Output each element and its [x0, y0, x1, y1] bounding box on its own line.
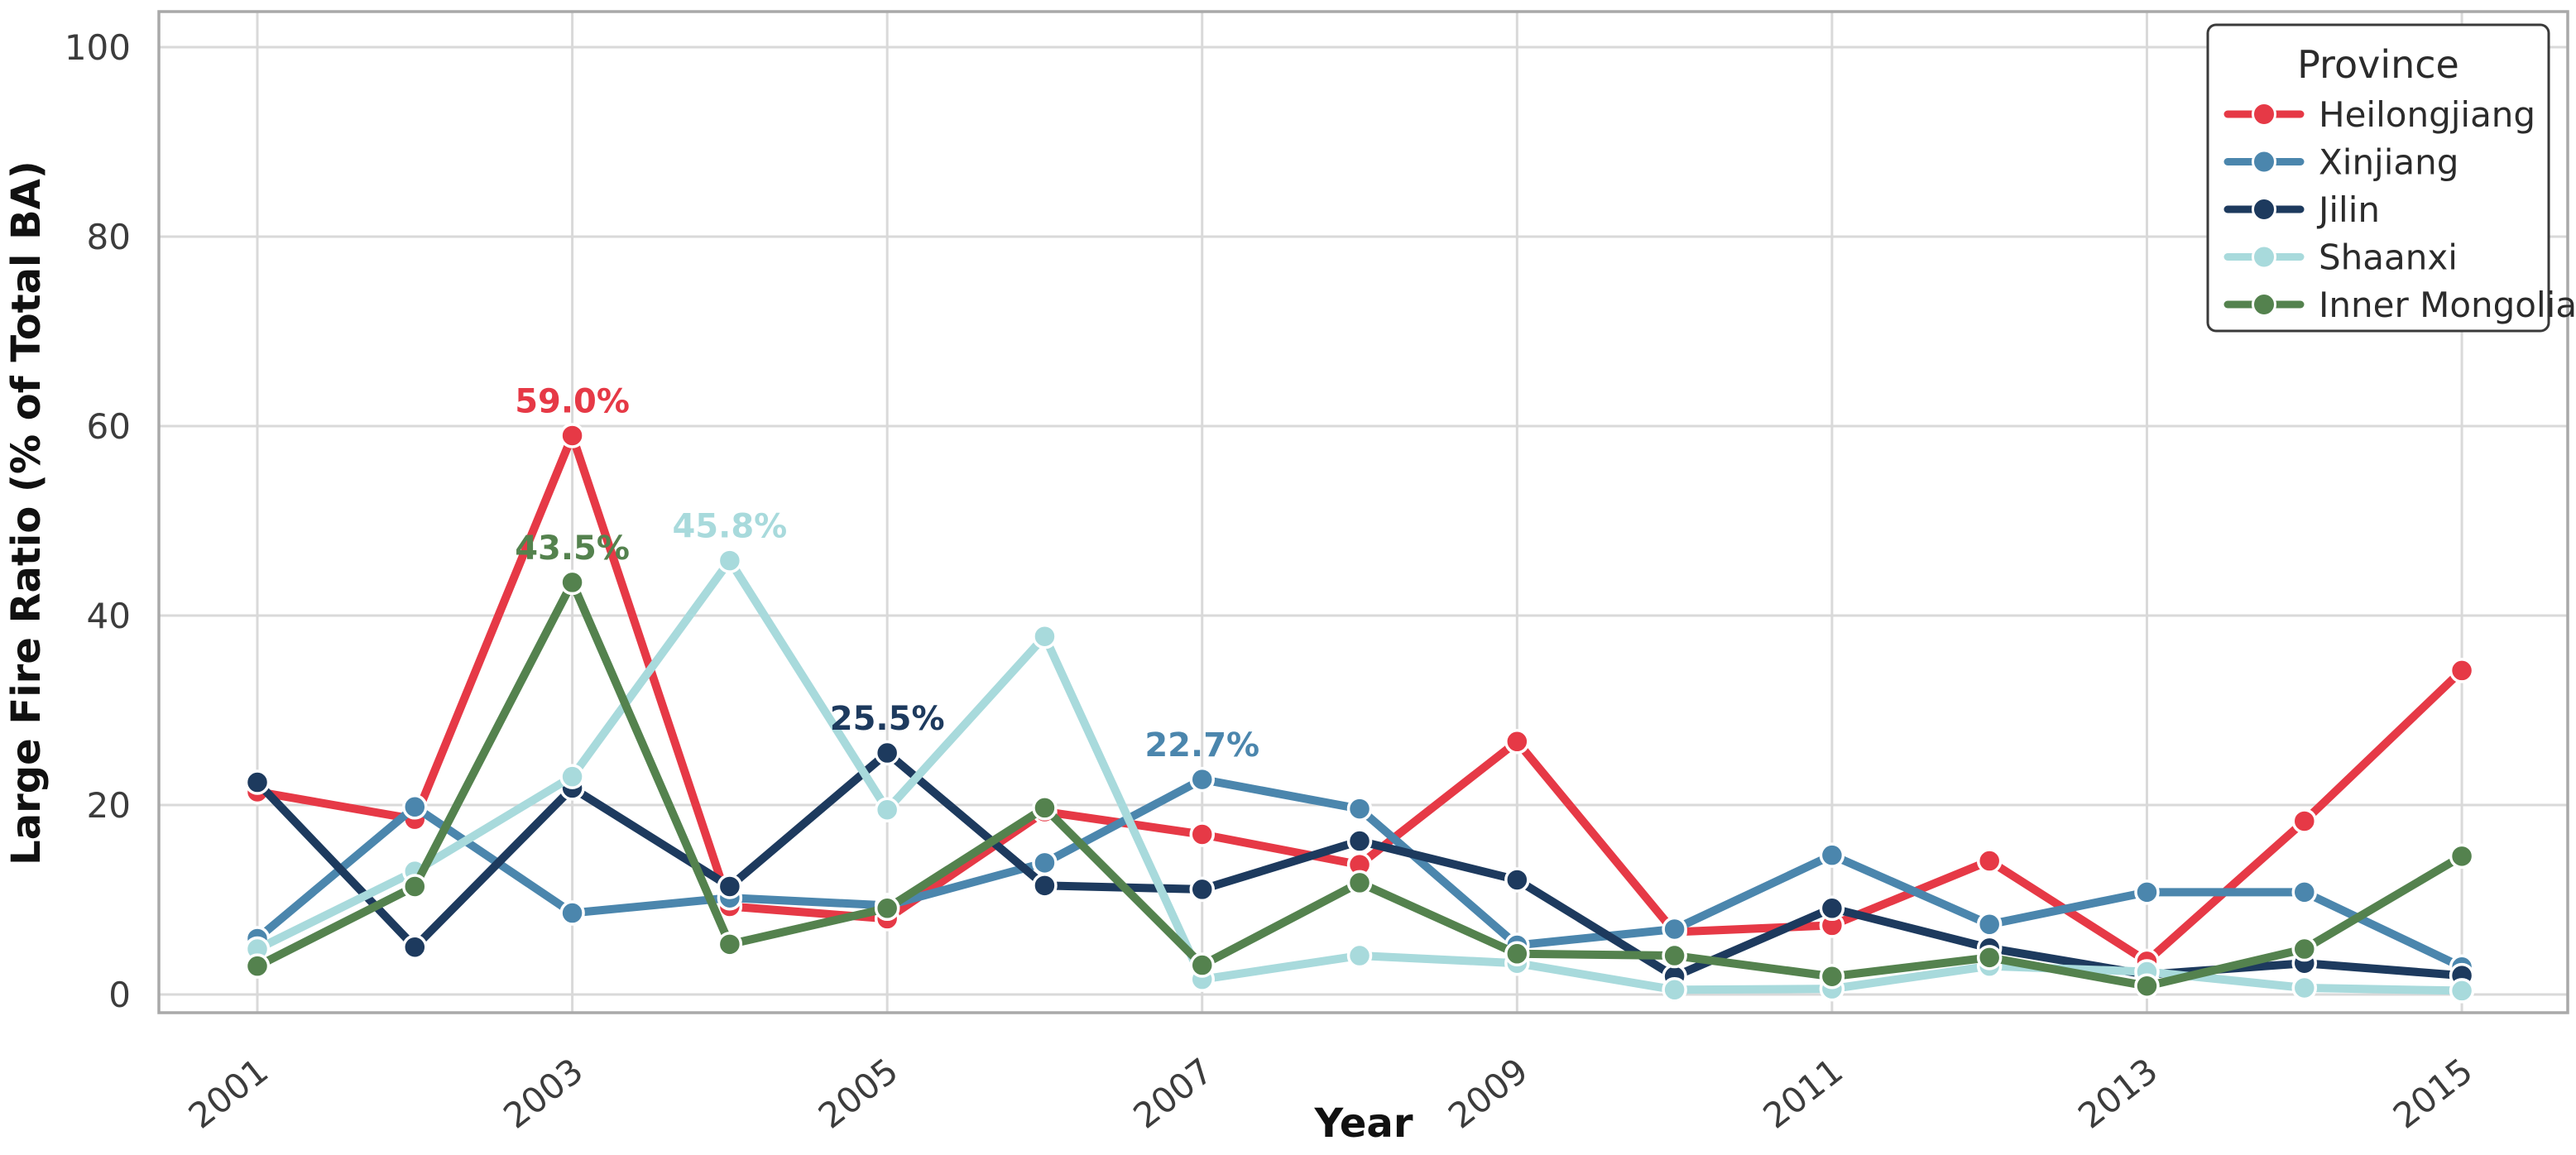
- annotation-label: 59.0%: [515, 382, 630, 420]
- legend-item-inner-mongolia: Inner Mongolia: [2223, 285, 2576, 325]
- legend-marker-dot: [2252, 292, 2276, 317]
- y-tick-label: 80: [87, 217, 131, 257]
- series-heilongjiang: [244, 423, 2475, 975]
- data-point-shaanxi-2015: [2449, 978, 2475, 1004]
- annotation-label: 43.5%: [515, 530, 630, 568]
- x-tick-label: 2015: [2386, 1050, 2480, 1136]
- data-point-shaanxi-2003: [559, 764, 585, 789]
- y-axis-title: Large Fire Ratio (% of Total BA): [3, 161, 50, 865]
- legend-marker-dot: [2252, 244, 2276, 270]
- data-point-jilin-2002: [402, 934, 428, 960]
- data-point-inner-mongolia-2012: [1976, 945, 2003, 970]
- legend-item-label: Inner Mongolia: [2319, 285, 2576, 325]
- data-point-inner-mongolia-2014: [2291, 936, 2318, 962]
- data-point-inner-mongolia-2002: [402, 874, 428, 899]
- legend-item-jilin: Jilin: [2223, 189, 2380, 230]
- data-point-inner-mongolia-2001: [244, 953, 271, 979]
- x-tick-label: 2003: [496, 1050, 590, 1136]
- x-tick-label: 2001: [181, 1050, 276, 1136]
- data-point-xinjiang-2013: [2134, 879, 2160, 905]
- legend-item-label: Heilongjiang: [2319, 94, 2535, 135]
- legend-marker-dot: [2252, 102, 2276, 127]
- data-point-xinjiang-2014: [2291, 879, 2318, 905]
- y-tick-label: 20: [87, 785, 131, 826]
- data-point-shaanxi-2008: [1346, 942, 1373, 969]
- data-point-shaanxi-2014: [2291, 975, 2318, 1001]
- data-point-jilin-2008: [1346, 828, 1373, 854]
- data-point-inner-mongolia-2006: [1032, 795, 1058, 821]
- data-point-jilin-2011: [1819, 895, 1845, 922]
- data-point-shaanxi-2010: [1662, 977, 1687, 1003]
- x-axis-title: Year: [1314, 1100, 1413, 1147]
- annotation-label: 22.7%: [1144, 726, 1259, 764]
- data-point-shaanxi-2004: [717, 548, 743, 573]
- annotation-label: 45.8%: [672, 508, 787, 546]
- data-point-xinjiang-2008: [1346, 796, 1373, 822]
- data-point-xinjiang-2002: [402, 794, 428, 820]
- data-point-xinjiang-2003: [559, 900, 585, 926]
- data-point-heilongjiang-2009: [1504, 729, 1530, 755]
- y-tick-label: 0: [108, 975, 131, 1015]
- legend-items: Heilongjiang Xinjiang Jilin Shaanxi Inner Mo…: [2223, 94, 2576, 325]
- data-point-heilongjiang-2015: [2449, 658, 2475, 683]
- data-point-jilin-2009: [1504, 867, 1530, 893]
- legend-title: Province: [2297, 42, 2459, 87]
- data-point-inner-mongolia-2004: [717, 932, 743, 957]
- data-point-inner-mongolia-2011: [1819, 963, 1845, 990]
- data-point-inner-mongolia-2015: [2449, 843, 2475, 870]
- y-tick-label: 100: [65, 27, 131, 68]
- x-tick-label: 2009: [1441, 1050, 1535, 1136]
- y-tick-label: 60: [87, 406, 131, 447]
- data-annotations: 59.0% 43.5% 45.8% 25.5% 22.7%: [515, 382, 1259, 764]
- data-point-jilin-2005: [874, 740, 900, 766]
- plot-border: [157, 10, 2569, 1014]
- data-point-shaanxi-2005: [874, 797, 900, 822]
- data-point-inner-mongolia-2013: [2134, 973, 2160, 999]
- legend-item-label: Shaanxi: [2319, 237, 2458, 278]
- data-point-jilin-2006: [1032, 873, 1058, 899]
- data-point-jilin-2007: [1189, 876, 1215, 903]
- data-point-inner-mongolia-2008: [1346, 870, 1373, 896]
- data-point-xinjiang-2007: [1189, 766, 1215, 793]
- legend-item-label: Jilin: [2316, 189, 2380, 230]
- data-point-inner-mongolia-2009: [1504, 941, 1530, 967]
- legend-marker-dot: [2252, 149, 2276, 175]
- data-point-shaanxi-2006: [1032, 623, 1058, 649]
- data-point-inner-mongolia-2003: [559, 569, 585, 596]
- legend: Province Heilongjiang Xinjiang Jilin Shaanx…: [2206, 23, 2576, 333]
- data-point-xinjiang-2012: [1976, 912, 2003, 937]
- x-tick-label: 2005: [811, 1050, 905, 1136]
- y-tick-label: 40: [87, 596, 131, 636]
- legend-item-xinjiang: Xinjiang: [2223, 142, 2458, 183]
- data-point-jilin-2001: [244, 769, 271, 795]
- series-inner-mongolia: [244, 569, 2475, 999]
- legend-marker-dot: [2252, 197, 2276, 222]
- data-point-inner-mongolia-2010: [1662, 942, 1687, 969]
- data-point-jilin-2004: [717, 874, 743, 899]
- x-tick-label: 2013: [2070, 1050, 2165, 1136]
- annotation-label: 25.5%: [830, 700, 945, 738]
- x-tick-label: 2007: [1125, 1050, 1220, 1136]
- data-point-inner-mongolia-2007: [1189, 952, 1215, 978]
- data-point-xinjiang-2010: [1662, 916, 1687, 942]
- data-point-heilongjiang-2003: [559, 423, 585, 448]
- data-point-heilongjiang-2007: [1189, 822, 1215, 847]
- data-point-heilongjiang-2014: [2291, 808, 2318, 834]
- legend-item-shaanxi: Shaanxi: [2223, 237, 2458, 278]
- legend-item-label: Xinjiang: [2319, 142, 2458, 183]
- data-series: [244, 423, 2475, 1004]
- series-shaanxi: [244, 548, 2475, 1004]
- grid-lines: [160, 12, 2568, 1013]
- data-point-inner-mongolia-2005: [874, 895, 900, 922]
- data-point-heilongjiang-2012: [1976, 848, 2003, 874]
- series-line-inner-mongolia: [253, 578, 2467, 990]
- data-point-xinjiang-2006: [1032, 850, 1058, 876]
- x-tick-label: 2011: [1756, 1050, 1850, 1136]
- data-point-xinjiang-2011: [1819, 842, 1845, 868]
- y-axis-tick-labels: 0 20 40 60 80 100: [65, 27, 131, 1015]
- legend-item-heilongjiang: Heilongjiang: [2223, 94, 2535, 135]
